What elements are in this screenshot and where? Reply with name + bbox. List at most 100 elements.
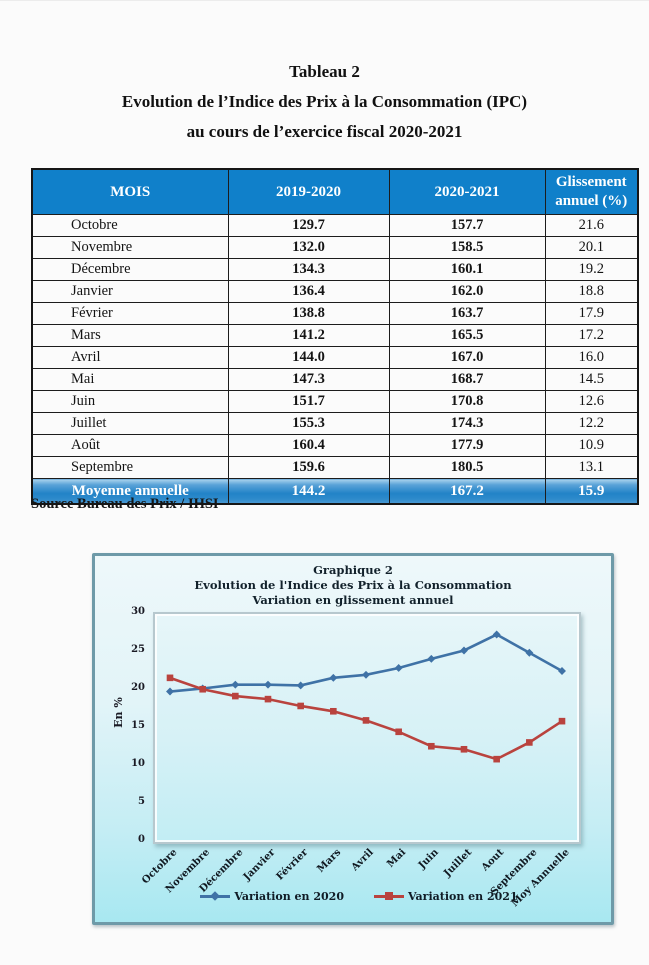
value-cell: 16.0 <box>544 346 639 369</box>
legend-label: Variation en 2021 <box>408 890 518 903</box>
y-tick-label: 5 <box>138 796 145 807</box>
value-cell: 12.2 <box>544 412 639 435</box>
table-caption: Tableau 2 <box>289 62 360 81</box>
plot-area <box>153 612 581 844</box>
legend-label: Variation en 2020 <box>234 890 344 903</box>
header-2020-2021: 2020-2021 <box>388 168 546 215</box>
chart-panel: Graphique 2 Evolution de l'Indice des Pr… <box>92 553 614 925</box>
value-cell: 163.7 <box>388 302 546 325</box>
table-row: Juin 151.7 170.8 12.6 <box>31 390 639 413</box>
y-tick-label: 10 <box>131 758 145 769</box>
value-cell: 160.4 <box>227 434 390 457</box>
value-cell: 132.0 <box>227 236 390 259</box>
month-cell: Décembre <box>31 258 229 281</box>
footer-value-glissement: 15.9 <box>544 478 639 505</box>
value-cell: 136.4 <box>227 280 390 303</box>
value-cell: 20.1 <box>544 236 639 259</box>
chart-title: Graphique 2 Evolution de l'Indice des Pr… <box>95 563 611 608</box>
table-header-row: MOIS 2019-2020 2020-2021 Glissement annu… <box>31 168 639 215</box>
header-mois: MOIS <box>31 168 229 215</box>
month-cell: Octobre <box>31 214 229 237</box>
diamond-marker <box>329 673 338 682</box>
value-cell: 147.3 <box>227 368 390 391</box>
ipc-table: MOIS 2019-2020 2020-2021 Glissement annu… <box>31 168 639 505</box>
legend-item: Variation en 2020 <box>200 890 344 903</box>
y-tick-label: 0 <box>138 834 145 845</box>
value-cell: 10.9 <box>544 434 639 457</box>
square-marker <box>493 755 500 763</box>
x-tick-label: Janvier <box>241 847 278 883</box>
table-row: Juillet 155.3 174.3 12.2 <box>31 412 639 435</box>
value-cell: 157.7 <box>388 214 546 237</box>
value-cell: 160.1 <box>388 258 546 281</box>
table-body: Octobre 129.7 157.7 21.6 Novembre 132.0 158.5 2… <box>31 214 639 479</box>
title-line-3: au cours de l’exercice fiscal 2020-2021 <box>186 122 463 141</box>
square-marker <box>558 717 566 725</box>
table-row: Août 160.4 177.9 10.9 <box>31 434 639 457</box>
footer-value-2020-2021: 167.2 <box>388 478 546 505</box>
table-row: Novembre 132.0 158.5 20.1 <box>31 236 639 259</box>
value-cell: 13.1 <box>544 456 639 479</box>
diamond-marker <box>362 670 370 679</box>
x-tick-label: Aout <box>480 847 507 874</box>
table-row: Septembre 159.6 180.5 13.1 <box>31 456 639 479</box>
square-marker <box>330 707 337 715</box>
month-cell: Juin <box>31 390 229 413</box>
y-tick-label: 20 <box>131 682 145 693</box>
value-cell: 177.9 <box>388 434 546 457</box>
square-marker <box>362 717 370 724</box>
value-cell: 17.9 <box>544 302 639 325</box>
diamond-marker <box>525 648 534 657</box>
series-line-diamond <box>169 633 563 693</box>
value-cell: 180.5 <box>388 456 546 479</box>
chart-title-line-3: Variation en glissement annuel <box>252 593 454 607</box>
value-cell: 19.2 <box>544 258 639 281</box>
value-cell: 138.8 <box>227 302 390 325</box>
y-tick-label: 25 <box>131 644 145 655</box>
square-marker <box>395 728 402 736</box>
value-cell: 155.3 <box>227 412 390 435</box>
footer-label: Moyenne annuelle <box>31 478 229 505</box>
value-cell: 129.7 <box>227 214 390 237</box>
value-cell: 165.5 <box>388 324 546 347</box>
table-row: Octobre 129.7 157.7 21.6 <box>31 214 639 237</box>
x-tick-label: Mai <box>385 847 409 870</box>
value-cell: 134.3 <box>227 258 390 281</box>
diamond-marker <box>427 654 436 663</box>
month-cell: Avril <box>31 346 229 369</box>
table-row: Janvier 136.4 162.0 18.8 <box>31 280 639 303</box>
header-glissement: Glissement annuel (%) <box>544 168 639 215</box>
month-cell: Mars <box>31 324 229 347</box>
value-cell: 158.5 <box>388 236 546 259</box>
square-marker <box>232 692 239 700</box>
square-marker <box>297 702 304 710</box>
value-cell: 159.6 <box>227 456 390 479</box>
table-row: Avril 144.0 167.0 16.0 <box>31 346 639 369</box>
square-marker <box>460 745 468 753</box>
title-line-2: Evolution de l’Indice des Prix à la Cons… <box>121 92 528 111</box>
header-2019-2020: 2019-2020 <box>227 168 390 215</box>
chart-legend: Variation en 2020 Variation en 2021 <box>95 890 611 903</box>
footer-value-2019-2020: 144.2 <box>227 478 390 505</box>
value-cell: 168.7 <box>388 368 546 391</box>
month-cell: Juillet <box>31 412 229 435</box>
value-cell: 144.0 <box>227 346 390 369</box>
line-chart-canvas <box>166 630 566 763</box>
month-cell: Janvier <box>31 280 229 303</box>
square-marker <box>264 695 272 703</box>
y-tick-label: 30 <box>131 606 145 617</box>
legend-item: Variation en 2021 <box>374 890 518 903</box>
value-cell: 18.8 <box>544 280 639 303</box>
x-tick-label: Février <box>274 847 311 883</box>
value-cell: 12.6 <box>544 390 639 413</box>
diamond-marker <box>264 680 272 689</box>
value-cell: 14.5 <box>544 368 639 391</box>
diamond-marker <box>460 646 468 655</box>
value-cell: 162.0 <box>388 280 546 303</box>
table-footer-row: Moyenne annuelle 144.2 167.2 15.9 <box>31 478 639 505</box>
month-cell: Février <box>31 302 229 325</box>
value-cell: 151.7 <box>227 390 390 413</box>
month-cell: Novembre <box>31 236 229 259</box>
table-row: Mars 141.2 165.5 17.2 <box>31 324 639 347</box>
x-tick-label: Mars <box>315 847 344 875</box>
